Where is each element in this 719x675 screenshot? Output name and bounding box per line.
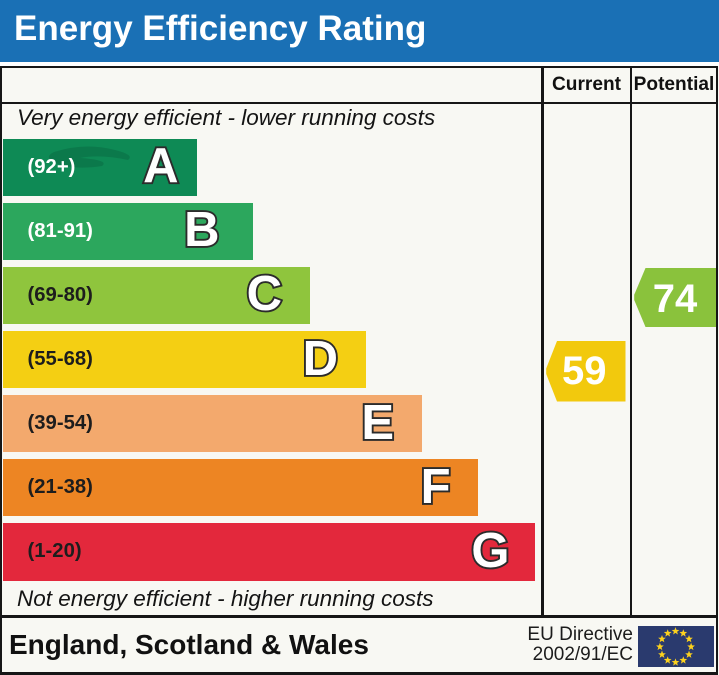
svg-text:59: 59 [562, 349, 607, 393]
svg-text:74: 74 [653, 277, 698, 321]
